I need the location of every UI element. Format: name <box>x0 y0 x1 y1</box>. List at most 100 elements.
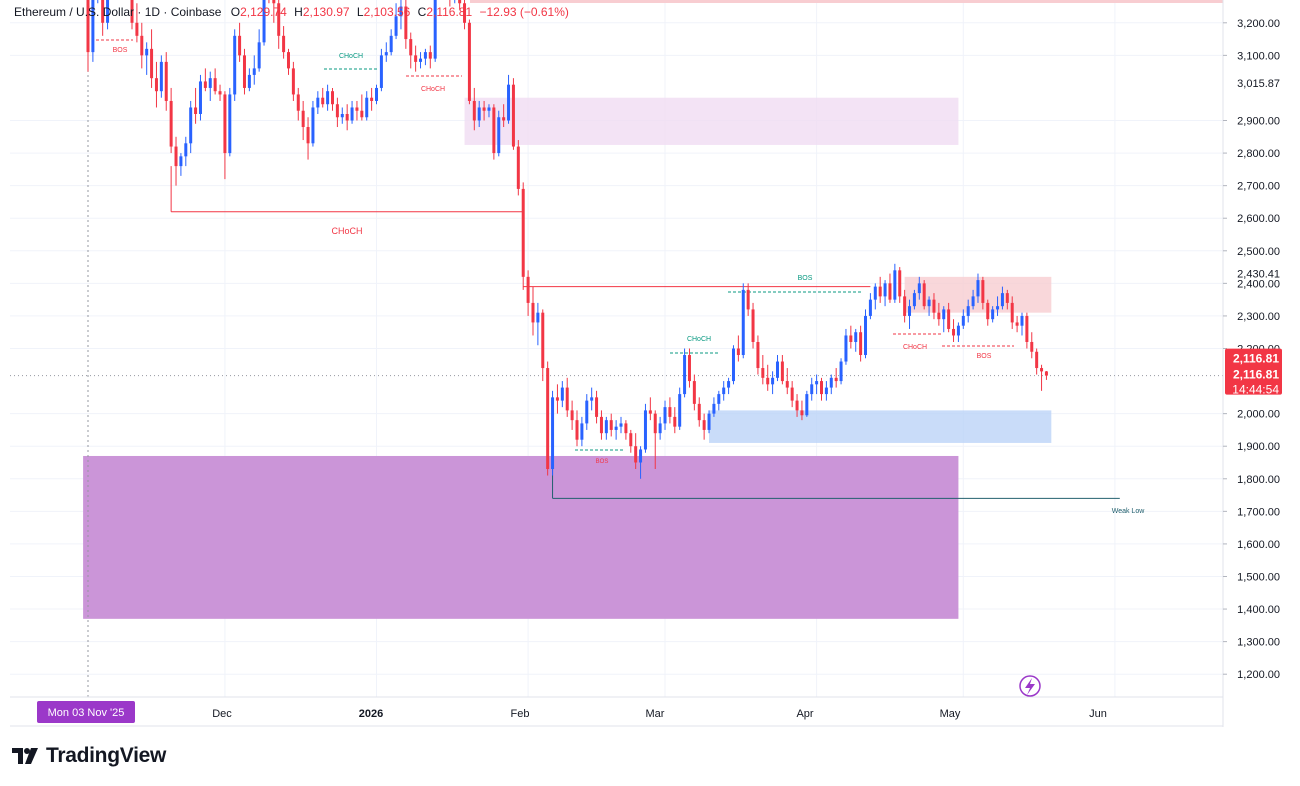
candle-body <box>487 107 491 111</box>
candle-body <box>864 315 868 356</box>
candle <box>849 325 853 349</box>
candle <box>722 381 726 401</box>
candle-body <box>844 335 848 362</box>
candle <box>795 394 799 417</box>
open-label: O <box>230 5 241 19</box>
candle-body <box>570 410 574 421</box>
candle <box>394 3 398 40</box>
candle-body <box>404 6 408 40</box>
candle <box>771 371 775 395</box>
candle-body <box>189 107 193 144</box>
candle-body <box>345 113 349 121</box>
candle-body <box>414 55 418 62</box>
annotation-label: CHoCH <box>339 53 363 60</box>
zone-blue-demand <box>709 410 1052 443</box>
candle <box>546 361 550 476</box>
tradingview-logo-icon <box>12 748 38 764</box>
candle-body <box>912 293 916 307</box>
candle <box>619 416 623 434</box>
time-axis-label: 2026 <box>359 708 383 720</box>
candle-body <box>394 16 398 36</box>
annotation-label: CHoCH <box>331 226 362 236</box>
candle <box>179 153 183 176</box>
candle-body <box>223 94 227 154</box>
candle <box>820 377 823 401</box>
candle-body <box>502 117 506 121</box>
candle <box>311 100 315 147</box>
candle <box>458 0 462 10</box>
candle <box>86 0 90 72</box>
candle <box>707 410 711 434</box>
candle-body <box>976 280 980 297</box>
time-axis-label: Mar <box>646 708 665 720</box>
candle <box>340 107 344 124</box>
crosshair-date-label: Mon 03 Nov '25 <box>48 707 125 719</box>
candle <box>477 100 481 128</box>
open-value: 2,129.74 <box>240 5 287 19</box>
candle <box>208 71 212 101</box>
candle <box>384 42 388 62</box>
candle-body <box>687 355 691 382</box>
candle <box>834 368 838 388</box>
candle-body <box>321 97 325 105</box>
candle <box>585 394 589 430</box>
candle <box>91 0 95 62</box>
candle <box>228 87 232 157</box>
price-tick-label: 2,500.00 <box>1237 246 1280 258</box>
candle-body <box>106 0 110 23</box>
candle-body <box>467 22 471 101</box>
candle-body <box>477 107 481 121</box>
low-label: L <box>356 5 364 19</box>
tradingview-logo[interactable]: TradingView <box>12 744 166 768</box>
candle-body <box>536 312 540 323</box>
candle-body <box>472 100 476 121</box>
candle-body <box>878 286 882 297</box>
candle <box>218 84 222 101</box>
candle-body <box>771 377 775 385</box>
candle <box>277 0 281 49</box>
candle <box>1005 289 1009 310</box>
price-tick-label: 2,800.00 <box>1237 148 1280 160</box>
candle <box>986 299 990 326</box>
candle-body <box>599 416 603 434</box>
candle <box>844 328 848 365</box>
candle-body <box>194 107 198 114</box>
candle-body <box>854 332 858 342</box>
time-axis-label: Apr <box>796 708 813 720</box>
candle <box>942 306 946 333</box>
candle-body <box>184 143 188 157</box>
candle <box>414 45 418 72</box>
candle <box>658 416 662 440</box>
candle <box>1035 348 1039 375</box>
candle-body <box>775 361 779 378</box>
price-tick-label: 2,300.00 <box>1237 311 1280 323</box>
price-tick-label: 1,800.00 <box>1237 474 1280 486</box>
close-label: C <box>417 5 427 19</box>
candle-body <box>810 384 814 395</box>
candle <box>927 296 931 316</box>
candle <box>482 100 486 121</box>
lightning-icon <box>1019 675 1041 697</box>
price-tick-label: 1,700.00 <box>1237 506 1280 518</box>
candle <box>727 377 731 395</box>
candle-body <box>140 35 144 56</box>
candle-body <box>164 61 168 101</box>
candle <box>145 42 149 75</box>
last-price-badge <box>1225 348 1282 395</box>
candle-body <box>340 113 344 118</box>
price-tick-label: 1,400.00 <box>1237 604 1280 616</box>
candle-body <box>824 387 828 395</box>
candle-body <box>868 299 872 316</box>
candle <box>903 289 907 323</box>
candle-body <box>1040 368 1044 372</box>
candle <box>898 267 902 303</box>
candle-body <box>145 48 149 56</box>
price-tick-label: 2,900.00 <box>1237 116 1280 128</box>
candle <box>286 48 290 75</box>
price-tick-label: 2,400.00 <box>1237 278 1280 290</box>
candle-body <box>272 0 276 4</box>
candle-body <box>937 312 941 320</box>
candle-body <box>996 306 1000 310</box>
price-tick-label: 2,000.00 <box>1237 409 1280 421</box>
